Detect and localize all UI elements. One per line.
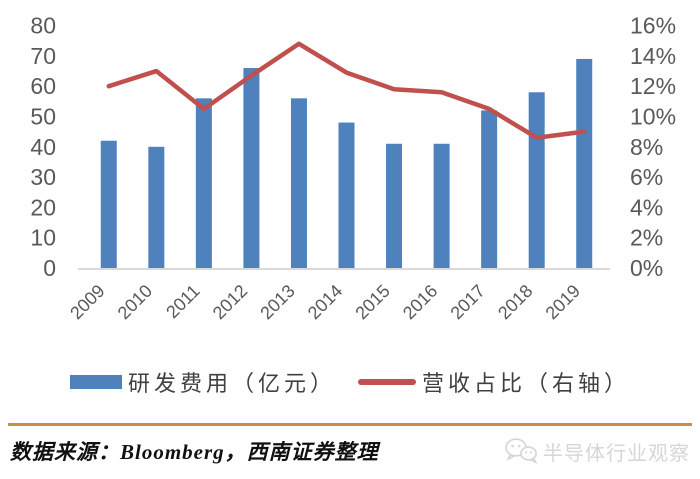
svg-text:12%: 12%	[630, 73, 676, 99]
bar-2016	[433, 143, 450, 268]
bar-2011	[195, 98, 212, 268]
svg-text:0%: 0%	[630, 255, 663, 281]
line-series	[106, 41, 587, 140]
legend-item-revenue-ratio: 营收占比（右轴）	[358, 366, 630, 398]
svg-text:2010: 2010	[114, 281, 156, 323]
bar-2017	[481, 110, 498, 268]
svg-text:70: 70	[30, 43, 56, 69]
x-axis-labels: 2009 2010 2011 2012 2013 2014 2015 2016 2017 2018…	[66, 281, 584, 323]
wechat-icon	[505, 438, 538, 464]
svg-text:2013: 2013	[256, 281, 298, 323]
svg-text:2014: 2014	[304, 281, 346, 323]
svg-text:20: 20	[30, 194, 56, 220]
watermark: 半导体行业观察	[504, 437, 690, 466]
svg-text:30: 30	[30, 164, 56, 190]
svg-text:2015: 2015	[351, 281, 393, 323]
svg-text:2012: 2012	[209, 281, 251, 323]
svg-text:40: 40	[30, 134, 56, 160]
legend-item-rd-expense: 研发费用（亿元）	[69, 366, 336, 398]
svg-text:8%: 8%	[630, 134, 663, 160]
bar-2010	[148, 146, 165, 268]
svg-text:80: 80	[30, 13, 56, 39]
bar-2013	[290, 98, 307, 268]
svg-text:10%: 10%	[630, 104, 676, 130]
svg-text:60: 60	[30, 73, 56, 99]
data-source-text: 数据来源：Bloomberg，西南证券整理	[10, 440, 379, 464]
bar-series	[100, 58, 593, 269]
y-axis-right-labels: 16% 14% 12% 10% 8% 6% 4% 2% 0%	[630, 13, 676, 281]
svg-text:2009: 2009	[66, 281, 108, 323]
svg-text:2%: 2%	[630, 225, 663, 251]
svg-text:0: 0	[43, 255, 56, 281]
svg-text:50: 50	[30, 104, 56, 130]
svg-text:10: 10	[30, 225, 56, 251]
svg-text:2011: 2011	[162, 281, 204, 323]
legend-label-revenue-ratio: 营收占比（右轴）	[422, 371, 631, 396]
combo-chart-plot: 8070605040302010016%14%12%10%8%6%4%2%0%2…	[30, 13, 676, 324]
svg-text:14%: 14%	[630, 43, 676, 69]
bar-2014	[338, 122, 355, 268]
bar-series-swatch	[69, 375, 122, 389]
footer-divider	[8, 423, 692, 426]
bar-2015	[386, 143, 403, 268]
svg-text:16%: 16%	[630, 13, 676, 39]
bar-2018	[528, 92, 545, 268]
svg-text:2017: 2017	[447, 281, 489, 323]
bar-2019	[576, 58, 593, 269]
svg-text:2016: 2016	[399, 281, 441, 323]
svg-text:2018: 2018	[494, 281, 536, 323]
chart-legend: 研发费用（亿元） 营收占比（右轴）	[0, 366, 700, 398]
bar-2012	[243, 68, 260, 269]
svg-text:6%: 6%	[630, 164, 663, 190]
svg-text:2019: 2019	[542, 281, 584, 323]
svg-text:4%: 4%	[630, 194, 663, 220]
watermark-text: 半导体行业观察	[543, 442, 690, 465]
line-series-swatch	[358, 379, 416, 385]
bar-2009	[100, 140, 117, 268]
legend-label-rd-expense: 研发费用（亿元）	[127, 371, 336, 396]
y-axis-left-labels: 80 70 60 50 40 30 20 10 0	[30, 13, 56, 281]
footer: 数据来源：Bloomberg，西南证券整理 半导体行业观察	[10, 436, 690, 466]
